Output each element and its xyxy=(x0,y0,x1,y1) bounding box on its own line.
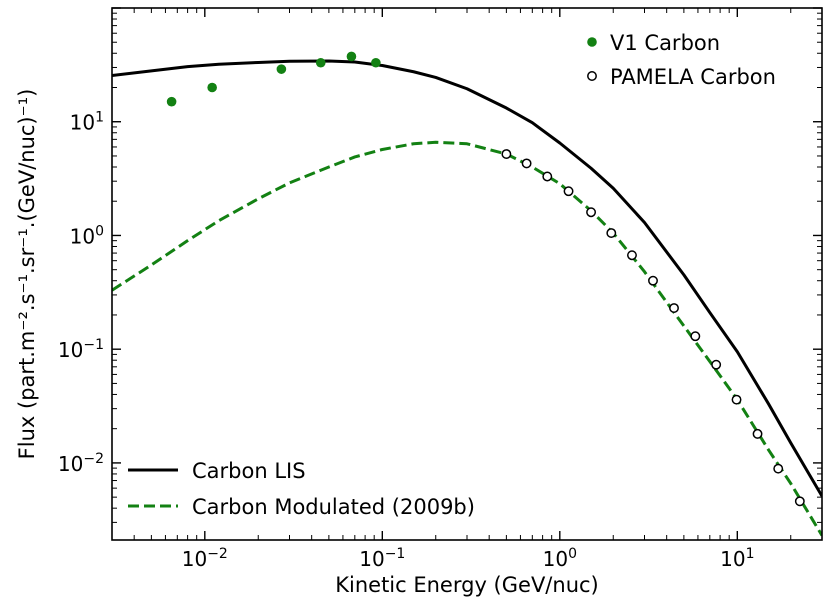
plot-frame xyxy=(111,7,823,541)
carbon-lis-line xyxy=(112,59,822,497)
carbon-modulated-2009b-legend-label: Carbon Modulated (2009b) xyxy=(192,495,475,519)
pamela-carbon-point xyxy=(690,331,701,342)
v1-carbon-legend-label: V1 Carbon xyxy=(610,31,720,55)
pamela-carbon-point xyxy=(731,394,742,405)
pamela-carbon-point xyxy=(794,496,805,507)
v1-carbon-point xyxy=(207,82,217,93)
y-tick-label: 101 xyxy=(70,110,104,135)
v1-carbon-legend-marker xyxy=(587,37,597,47)
v1-carbon-point xyxy=(166,96,177,107)
pamela-carbon-points xyxy=(501,149,805,507)
y-tick-label: 100 xyxy=(70,223,104,248)
pamela-carbon-point xyxy=(521,158,532,169)
carbon-lis-legend-label: Carbon LIS xyxy=(192,459,306,483)
pamela-carbon-point xyxy=(606,228,617,238)
x-tick-label: 100 xyxy=(543,546,577,571)
v1-carbon-point xyxy=(276,64,287,74)
pamela-carbon-point xyxy=(752,428,763,439)
series-layer xyxy=(112,51,822,537)
v1-carbon-point xyxy=(346,51,357,62)
pamela-carbon-point xyxy=(542,171,553,182)
pamela-carbon-point xyxy=(501,149,512,159)
y-axis-label: Flux (part.m⁻².s⁻¹.sr⁻¹.(GeV/nuc)⁻¹) xyxy=(15,89,39,460)
pamela-carbon-point xyxy=(669,303,679,313)
y-tick-label: 10−1 xyxy=(58,337,104,362)
legend-layer: V1 Carbon PAMELA Carbon Carbon LIS Carbon M… xyxy=(128,31,776,519)
y-tick-label: 10−2 xyxy=(58,451,104,476)
pamela-carbon-point xyxy=(563,186,574,197)
x-axis-label: Kinetic Energy (GeV/nuc) xyxy=(335,573,599,597)
x-tick-label: 101 xyxy=(720,546,754,571)
pamela-carbon-point xyxy=(773,463,784,474)
pamela-carbon-legend-label: PAMELA Carbon xyxy=(610,65,776,89)
x-tick-label: 10−1 xyxy=(359,546,405,571)
plot-area xyxy=(112,59,822,537)
v1-carbon-points xyxy=(166,51,381,107)
pamela-carbon-point xyxy=(648,275,658,286)
pamela-carbon-point xyxy=(627,250,637,261)
ticks-layer: 10−2 10−1 100 101 10−2 10−1 100 101 xyxy=(58,7,823,571)
pamela-carbon-legend-marker xyxy=(587,71,597,81)
v1-carbon-point xyxy=(315,57,326,68)
v1-carbon-point xyxy=(371,57,381,68)
carbon-modulated-2009b-line xyxy=(112,140,822,537)
pamela-carbon-point xyxy=(711,359,722,370)
pamela-carbon-point xyxy=(586,207,597,218)
x-tick-label: 10−2 xyxy=(182,546,228,571)
